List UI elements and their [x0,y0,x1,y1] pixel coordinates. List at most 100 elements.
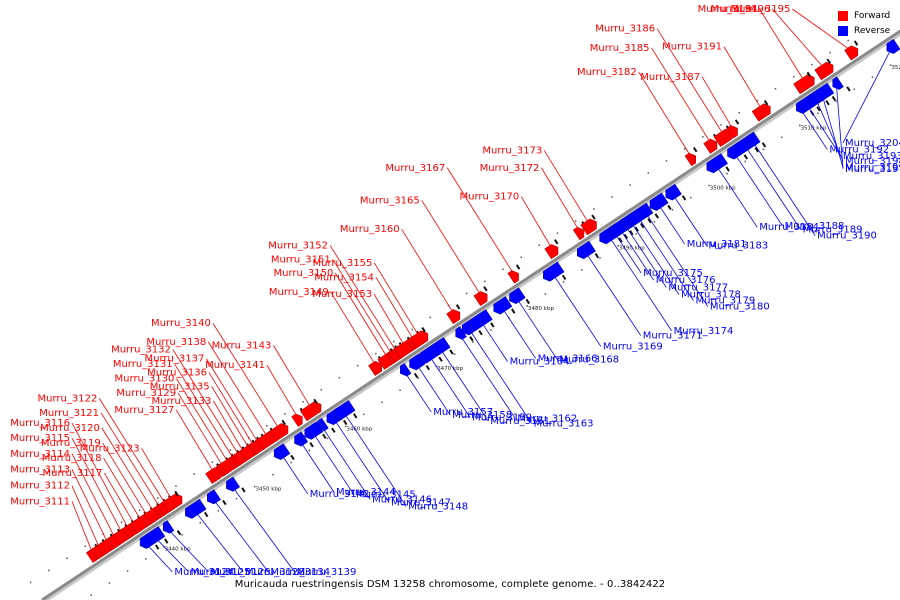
gene-glyph [649,192,669,211]
axis-dot [853,88,856,90]
gene-label: Murru_3192 [829,145,889,156]
gene-marker [654,213,659,219]
gene-marker [525,298,530,305]
reverse-swatch [838,25,848,36]
axis-dot [266,425,268,427]
axis-dot [193,473,195,475]
gene-marker [640,222,645,229]
gene-marker [754,147,759,153]
gene-glyph [207,489,221,505]
axis-dot [671,208,674,211]
legend-reverse-label: Reverse [854,25,891,36]
gene-leader-line [103,457,143,523]
gene-leader-line [71,485,101,551]
gene-leader-line [101,427,156,515]
gene-glyph [509,287,526,305]
gene-leader-line [342,410,407,507]
axis-dot [308,449,311,452]
gene-glyph [507,270,519,284]
gene-label: Murru_3181 [687,239,747,250]
gene-leader-line [401,228,456,316]
gene-marker [618,237,623,243]
gene-label: Murru_3153 [312,289,372,300]
gene-marker [681,195,687,201]
gene-label: Murru_3134 [270,567,330,578]
axis-dot [817,112,819,115]
gene-leader-line [657,202,686,245]
axis-dot [175,485,177,487]
axis-dot [363,413,365,416]
gene-leader-line [637,215,694,301]
gene-leader-line [751,140,816,236]
axis-dot [284,413,286,415]
axis-dot [811,63,813,66]
axis-dot [344,425,347,428]
gene-marker [222,499,227,506]
gene-marker [825,100,830,106]
gene-marker [561,274,567,280]
axis-dot [375,352,377,355]
axis-dot [581,269,583,271]
axis-dot [635,232,638,235]
axis-dot [889,64,892,66]
gene-marker [331,427,336,433]
gene-label: Murru_3182 [577,67,637,78]
gene-label: Murru_3114 [10,449,70,460]
gene-leader-line [584,250,642,336]
gene-leader-line [415,362,451,416]
gene-marker [290,454,295,461]
gene-glyph [334,400,356,421]
axis-dot [90,594,92,596]
axis-dot [138,509,141,511]
axis-tick-label: 3460 kbp [346,426,372,432]
gene-leader-line [71,501,94,556]
gene-label: Murru_3179 [695,296,755,307]
gene-label: Murru_3166 [538,353,598,364]
gene-label: Murru_3124 [174,567,234,578]
gene-leader-line [332,259,394,357]
gene-leader-line [231,485,295,573]
axis-dot [726,172,728,175]
axis-tick-label: 3480 kbp [528,306,554,312]
gene-glyph [684,152,697,167]
axis-dot [702,136,704,138]
gene-leader-line [541,167,581,233]
gene-leader-line [320,425,371,500]
gene-marker [806,71,811,78]
gene-leader-line [141,448,174,503]
gene-label: Murru_3204 [845,138,900,149]
gene-glyph [162,520,175,534]
gene-marker [490,322,495,328]
gene-marker [693,147,698,153]
axis-dot [611,196,613,198]
gene-label: Murru_3198 [845,156,900,167]
gene-label: Murru_3152 [268,240,328,251]
gene-label: Murru_3137 [145,354,205,365]
gene-glyph [446,309,461,325]
gene-marker [761,142,767,148]
gene-label: Murru_3117 [43,468,103,479]
gene-label: Murru_3183 [708,240,768,251]
gene-label: Murru_3115 [10,433,70,444]
gene-label: Murru_3184 [759,222,819,233]
gene-marker [281,419,286,426]
axis-dot [708,184,710,187]
axis-dot [29,581,32,584]
gene-marker [421,327,426,333]
axis-dot [120,521,123,523]
gene-label: Murru_3186 [595,24,655,35]
gene-label: Murru_3193 [843,151,900,162]
gene-glyph [431,337,451,356]
gene-marker [853,40,859,46]
gene-label: Murru_3155 [313,258,373,269]
gene-glyph [580,218,597,236]
gene-label: Murru_3173 [482,145,542,156]
axis-dot [84,545,86,548]
gene-label: Murru_3176 [656,275,716,286]
axis-dot [599,257,601,259]
gene-leader-line [701,76,735,131]
axis-dot [472,341,474,343]
forward-swatch [838,10,848,21]
gene-label: Murru_3170 [459,192,519,203]
gene-label: Murru_3167 [385,163,445,174]
